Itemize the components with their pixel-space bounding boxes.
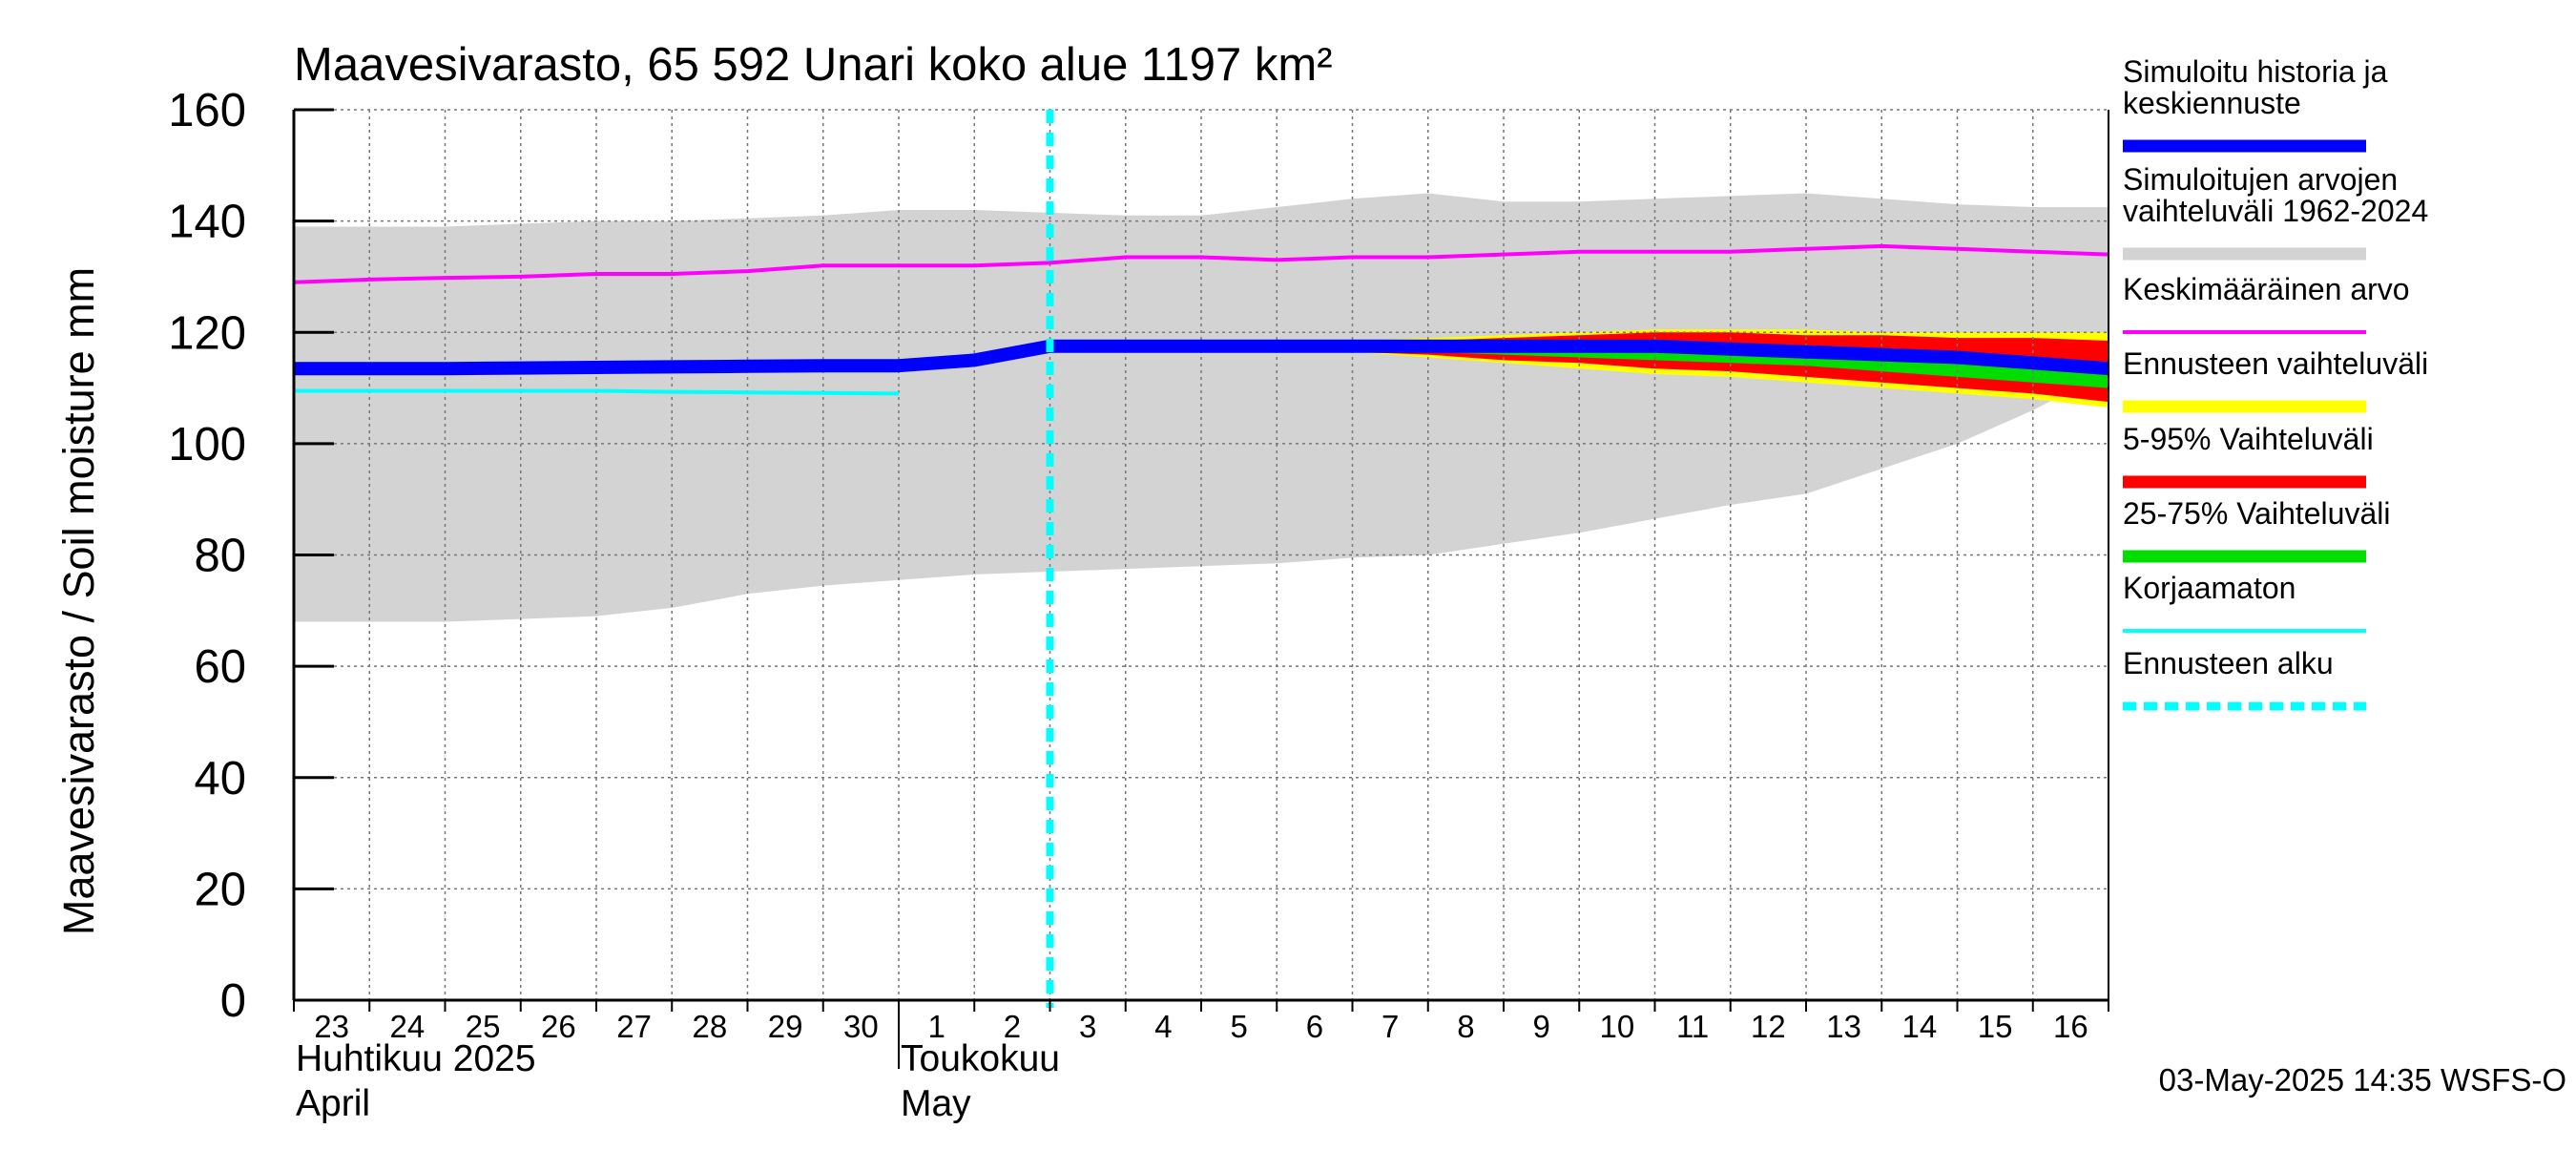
month-label-fi: Huhtikuu 2025 <box>296 1038 536 1079</box>
x-tick-label: 15 <box>1978 1009 2013 1044</box>
y-tick-label: 40 <box>194 753 246 805</box>
series-line-korjaamaton <box>294 388 900 396</box>
y-tick-label: 80 <box>194 531 246 582</box>
line-layer <box>293 110 2109 1008</box>
month-label-fi: Toukokuu <box>901 1038 1060 1079</box>
series-line-simuloitu-historia-ja-keskiennuste <box>294 339 2109 376</box>
y-tick-label: 120 <box>168 307 246 359</box>
y-tick-label: 20 <box>194 864 246 915</box>
x-tick-label: 8 <box>1457 1009 1474 1044</box>
legend-label: Ennusteen vaihteluväli <box>2123 346 2428 381</box>
x-tick-label: 3 <box>1079 1009 1096 1044</box>
legend-label: 5-95% Vaihteluväli <box>2123 422 2374 456</box>
legend-label: vaihteluväli 1962-2024 <box>2123 194 2428 228</box>
x-tick-label: 29 <box>768 1009 803 1044</box>
timestamp: 03-May-2025 14:35 WSFS-O <box>2159 1062 2566 1098</box>
month-label-en: May <box>901 1083 971 1124</box>
x-tick-label: 9 <box>1532 1009 1549 1044</box>
x-tick-label: 6 <box>1306 1009 1323 1044</box>
band-simuloitujen-arvojen-vaihteluv-li-1962-2024 <box>294 193 2109 622</box>
x-tick-label: 26 <box>541 1009 576 1044</box>
legend-label: keskiennuste <box>2123 86 2301 120</box>
legend-label: Korjaamaton <box>2123 571 2296 605</box>
x-tick-label: 11 <box>1676 1009 1709 1044</box>
y-tick-label: 100 <box>168 419 246 470</box>
legend-label: Keskimääräinen arvo <box>2123 272 2410 306</box>
x-tick-label: 2 <box>1004 1009 1021 1044</box>
x-tick-label: 14 <box>1902 1009 1938 1044</box>
y-tick-label: 160 <box>168 85 246 136</box>
y-tick-label: 140 <box>168 197 246 248</box>
legend-label: Ennusteen alku <box>2123 646 2334 680</box>
x-tick-label: 12 <box>1751 1009 1786 1044</box>
x-tick-label: 23 <box>314 1009 349 1044</box>
x-tick-label: 10 <box>1600 1009 1635 1044</box>
x-tick-label: 28 <box>693 1009 728 1044</box>
x-tick-label: 4 <box>1154 1009 1172 1044</box>
x-tick-label: 24 <box>390 1009 426 1044</box>
legend-label: Simuloitujen arvojen <box>2123 162 2398 197</box>
x-tick-label: 16 <box>2053 1009 2088 1044</box>
x-tick-label: 30 <box>843 1009 879 1044</box>
y-tick-label: 0 <box>220 975 246 1027</box>
x-tick-label: 27 <box>616 1009 652 1044</box>
y-axis-label: Maavesivarasto / Soil moisture mm <box>54 267 103 935</box>
legend-label: 25-75% Vaihteluväli <box>2123 496 2390 531</box>
x-tick-label: 1 <box>927 1009 945 1044</box>
month-label-en: April <box>296 1083 370 1124</box>
x-tick-label: 5 <box>1230 1009 1247 1044</box>
series-line-keskim-r-inen-arvo <box>293 243 2109 284</box>
y-tick-label: 60 <box>194 641 246 693</box>
x-tick-label: 13 <box>1826 1009 1861 1044</box>
x-tick-label: 7 <box>1381 1009 1399 1044</box>
chart-title: Maavesivarasto, 65 592 Unari koko alue 1… <box>294 39 1333 91</box>
legend-label: Simuloitu historia ja <box>2123 54 2388 89</box>
x-tick-label: 25 <box>466 1009 501 1044</box>
